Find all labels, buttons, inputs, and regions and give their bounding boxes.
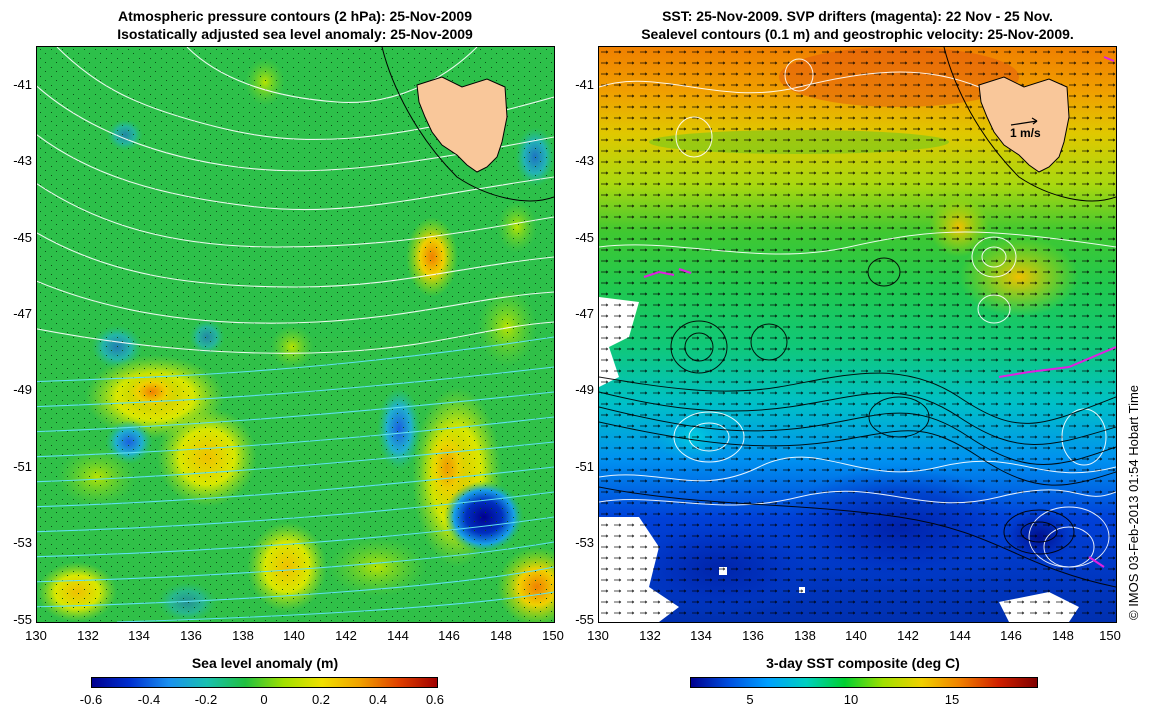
cbar-tick: 0.6	[425, 692, 445, 707]
cyan-contours	[37, 336, 554, 622]
vector-scale-arrow	[1010, 120, 1038, 126]
tasmania-land	[416, 76, 508, 173]
x-tick: 132	[77, 628, 99, 643]
sea-level-contours-white	[599, 58, 1116, 568]
right-title-line2: Sealevel contours (0.1 m) and geostrophi…	[641, 26, 1074, 42]
x-tick: 146	[1000, 628, 1022, 643]
x-tick: 146	[438, 628, 460, 643]
y-tick: -53	[13, 535, 32, 550]
cbar-tick: -0.2	[194, 692, 218, 707]
y-tick: -55	[575, 612, 594, 627]
y-tick: -41	[13, 77, 32, 92]
x-tick: 136	[742, 628, 764, 643]
x-tick: 130	[587, 628, 609, 643]
left-title-line1: Atmospheric pressure contours (2 hPa): 2…	[118, 8, 472, 24]
x-tick: 138	[794, 628, 816, 643]
cbar-tick: 10	[843, 692, 859, 707]
sst-map[interactable]	[598, 46, 1117, 623]
y-tick: -55	[13, 612, 32, 627]
x-tick: 136	[180, 628, 202, 643]
y-tick: -45	[13, 230, 32, 245]
x-tick: 150	[1099, 628, 1121, 643]
sla-colorbar	[91, 677, 438, 688]
vector-scale-label: 1 m/s	[1010, 126, 1041, 140]
sst-colorbar	[690, 677, 1038, 688]
cbar-tick: -0.4	[137, 692, 161, 707]
y-tick: -43	[575, 153, 594, 168]
y-tick: -53	[575, 535, 594, 550]
y-tick: -49	[13, 382, 32, 397]
x-tick: 132	[639, 628, 661, 643]
cbar-tick: -0.6	[79, 692, 103, 707]
y-tick: -47	[13, 306, 32, 321]
sea-level-contours-black	[599, 257, 1116, 588]
y-tick: -41	[575, 77, 594, 92]
sea-level-anomaly-map[interactable]	[36, 46, 555, 623]
cbar-tick: 0.2	[311, 692, 331, 707]
y-tick: -45	[575, 230, 594, 245]
y-tick: -51	[575, 459, 594, 474]
y-tick: -49	[575, 382, 594, 397]
sea-level-anomaly-svg	[37, 47, 554, 622]
x-tick: 148	[490, 628, 512, 643]
x-tick: 148	[1052, 628, 1074, 643]
x-tick: 142	[335, 628, 357, 643]
y-tick: -51	[13, 459, 32, 474]
left-title-line2: Isostatically adjusted sea level anomaly…	[117, 26, 473, 42]
y-tick: -43	[13, 153, 32, 168]
x-tick: 150	[542, 628, 564, 643]
x-tick: 134	[690, 628, 712, 643]
x-tick: 130	[25, 628, 47, 643]
x-tick: 134	[128, 628, 150, 643]
cbar-tick: 0	[260, 692, 268, 707]
right-title-line1: SST: 25-Nov-2009. SVP drifters (magenta)…	[662, 8, 1053, 24]
cbar-tick: 0.4	[368, 692, 388, 707]
x-tick: 144	[387, 628, 409, 643]
x-tick: 140	[283, 628, 305, 643]
sst-svg	[599, 47, 1116, 622]
cbar-tick: 5	[746, 692, 754, 707]
x-tick: 144	[949, 628, 971, 643]
x-tick: 138	[232, 628, 254, 643]
x-tick: 140	[845, 628, 867, 643]
sst-colorbar-title: 3-day SST composite (deg C)	[766, 655, 960, 671]
sla-colorbar-title: Sea level anomaly (m)	[191, 655, 339, 671]
x-tick: 142	[897, 628, 919, 643]
cbar-tick: 15	[944, 692, 960, 707]
tasmania-land	[978, 76, 1070, 173]
right-map-title: SST: 25-Nov-2009. SVP drifters (magenta)…	[580, 7, 1135, 43]
imos-credit: © IMOS 03-Feb-2013 01:54 Hobart Time	[1126, 384, 1141, 620]
svp-drifter-tracks	[643, 56, 1116, 568]
left-map-title: Atmospheric pressure contours (2 hPa): 2…	[20, 7, 570, 43]
y-tick: -47	[575, 306, 594, 321]
